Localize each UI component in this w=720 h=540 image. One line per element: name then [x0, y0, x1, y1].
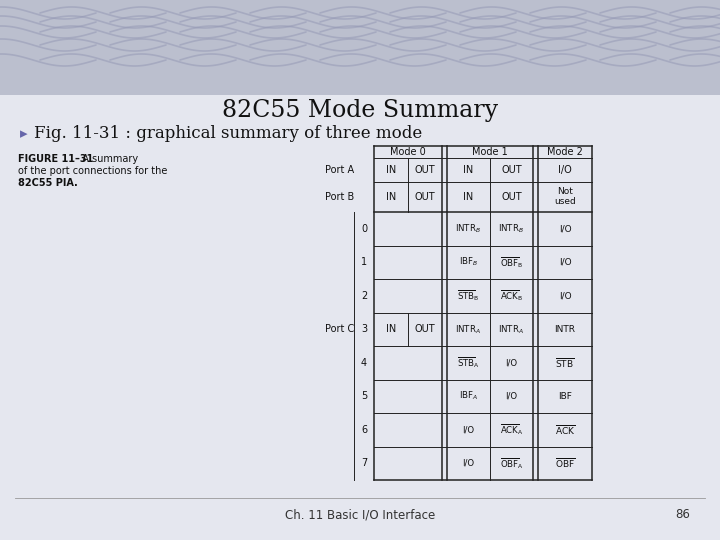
Bar	[0, 0, 720, 95]
Text: INTR$_B$: INTR$_B$	[456, 222, 482, 235]
Text: Port B: Port B	[325, 192, 355, 202]
Text: 86: 86	[675, 509, 690, 522]
Text: $\overline{\rm OBF}_B$: $\overline{\rm OBF}_B$	[500, 255, 523, 269]
Text: Ch. 11 Basic I/O Interface: Ch. 11 Basic I/O Interface	[285, 509, 435, 522]
Text: Port C: Port C	[325, 324, 355, 334]
Text: OUT: OUT	[415, 192, 436, 202]
Text: $\overline{\rm OBF}$: $\overline{\rm OBF}$	[555, 456, 575, 470]
Text: INTR$_A$: INTR$_A$	[456, 323, 482, 335]
Text: 0: 0	[361, 224, 367, 234]
Text: INTR$_A$: INTR$_A$	[498, 323, 524, 335]
Text: I/O: I/O	[462, 459, 474, 468]
Text: $\overline{\rm OBF}_A$: $\overline{\rm OBF}_A$	[500, 456, 523, 470]
Text: $\overline{\rm ACK}_A$: $\overline{\rm ACK}_A$	[500, 422, 523, 437]
Text: OUT: OUT	[415, 324, 436, 334]
Text: $\overline{\rm ACK}$: $\overline{\rm ACK}$	[554, 423, 575, 437]
Text: 82C55 Mode Summary: 82C55 Mode Summary	[222, 98, 498, 122]
Text: used: used	[554, 198, 576, 206]
Text: Fig. 11-31 : graphical summary of three mode: Fig. 11-31 : graphical summary of three …	[34, 125, 422, 143]
Text: 4: 4	[361, 357, 367, 368]
Text: Not: Not	[557, 187, 573, 197]
Text: I/O: I/O	[505, 358, 518, 367]
Text: I/O: I/O	[559, 258, 571, 267]
Text: $\overline{\rm STB}$: $\overline{\rm STB}$	[555, 356, 575, 370]
Text: Port A: Port A	[325, 165, 354, 175]
Text: I/O: I/O	[505, 392, 518, 401]
Text: INTR$_B$: INTR$_B$	[498, 222, 525, 235]
Text: I/O: I/O	[559, 224, 571, 233]
Text: Mode 0: Mode 0	[390, 147, 426, 157]
Text: IN: IN	[386, 192, 396, 202]
Text: 7: 7	[361, 458, 367, 468]
Text: IN: IN	[386, 165, 396, 175]
Text: 82C55 PIA.: 82C55 PIA.	[18, 178, 78, 188]
Text: ▸: ▸	[20, 126, 27, 141]
Text: A summary: A summary	[76, 154, 138, 164]
Text: $\overline{\rm STB}_A$: $\overline{\rm STB}_A$	[457, 355, 480, 370]
Text: 6: 6	[361, 425, 367, 435]
Text: INTR: INTR	[554, 325, 575, 334]
Text: 1: 1	[361, 257, 367, 267]
Text: IN: IN	[464, 165, 474, 175]
Text: IBF: IBF	[558, 392, 572, 401]
Text: IBF$_A$: IBF$_A$	[459, 390, 478, 402]
Text: Mode 1: Mode 1	[472, 147, 508, 157]
Text: IN: IN	[386, 324, 396, 334]
Text: I/O: I/O	[462, 426, 474, 434]
Text: 3: 3	[361, 324, 367, 334]
Text: of the port connections for the: of the port connections for the	[18, 166, 167, 176]
Text: OUT: OUT	[501, 165, 522, 175]
Text: $\overline{\rm STB}_B$: $\overline{\rm STB}_B$	[457, 288, 480, 303]
Text: $\overline{\rm ACK}_B$: $\overline{\rm ACK}_B$	[500, 288, 523, 303]
Text: Mode 2: Mode 2	[547, 147, 583, 157]
Bar	[0, 95, 720, 540]
Text: OUT: OUT	[415, 165, 436, 175]
Text: IBF$_B$: IBF$_B$	[459, 256, 478, 268]
Text: 5: 5	[361, 392, 367, 401]
Text: OUT: OUT	[501, 192, 522, 202]
Text: 2: 2	[361, 291, 367, 301]
Text: FIGURE 11–31: FIGURE 11–31	[18, 154, 94, 164]
Text: IN: IN	[464, 192, 474, 202]
Text: I/O: I/O	[558, 165, 572, 175]
Text: I/O: I/O	[559, 291, 571, 300]
